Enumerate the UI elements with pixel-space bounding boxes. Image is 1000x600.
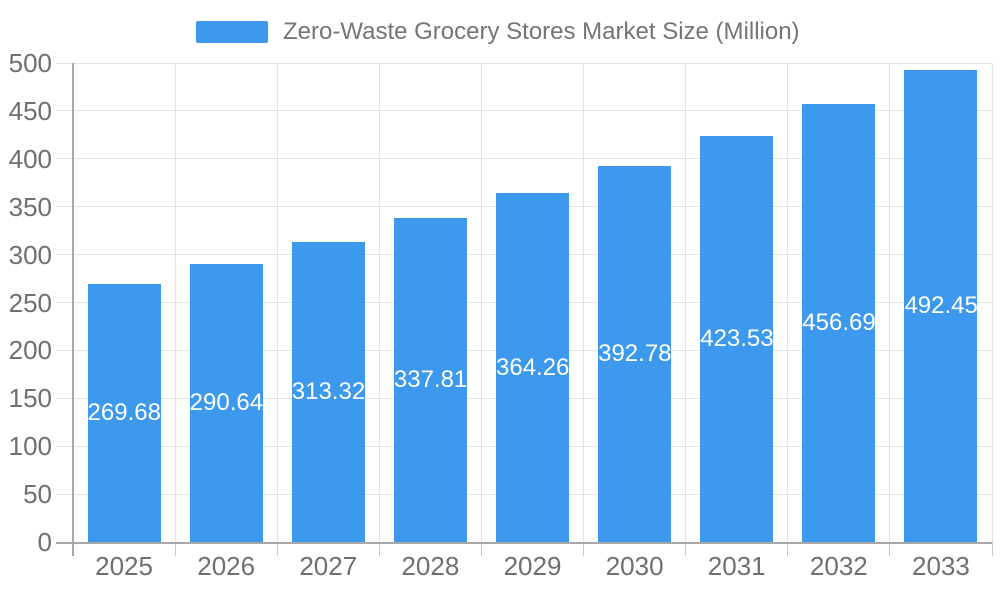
grid-line-horizontal bbox=[56, 110, 992, 112]
bar-value-label: 313.32 bbox=[291, 377, 366, 405]
bar[interactable]: 337.81 bbox=[393, 218, 468, 542]
legend-series-label[interactable]: Zero-Waste Grocery Stores Market Size (M… bbox=[283, 18, 800, 45]
bar-value-label: 290.64 bbox=[189, 388, 264, 416]
y-axis-tick-label: 350 bbox=[8, 191, 52, 222]
grid-line-vertical bbox=[685, 63, 687, 542]
bar[interactable]: 392.78 bbox=[598, 165, 672, 542]
x-axis-tick bbox=[174, 542, 176, 556]
y-axis-tick-label: 0 bbox=[37, 527, 52, 557]
bar[interactable]: 456.69 bbox=[802, 104, 876, 542]
x-axis-tick bbox=[583, 542, 585, 556]
bar-value-label: 269.68 bbox=[87, 398, 161, 426]
bar[interactable]: 492.45 bbox=[904, 70, 978, 542]
y-axis-tick-label: 300 bbox=[8, 239, 52, 270]
x-axis-tick-label: 2025 bbox=[95, 551, 153, 581]
y-axis-tick-label: 500 bbox=[8, 48, 52, 78]
legend-item[interactable]: Zero-Waste Grocery Stores Market Size (M… bbox=[196, 18, 800, 45]
bar-value-label: 456.69 bbox=[802, 309, 876, 337]
legend-swatch[interactable] bbox=[196, 21, 268, 43]
y-axis-tick-label: 50 bbox=[23, 479, 52, 510]
x-axis-tick bbox=[685, 542, 687, 556]
grid-line-vertical bbox=[378, 63, 380, 542]
x-axis-tick-label: 2031 bbox=[707, 551, 766, 581]
y-axis-tick-label: 400 bbox=[8, 143, 52, 174]
x-axis-tick bbox=[991, 542, 993, 556]
bar-value-label: 392.78 bbox=[598, 339, 672, 367]
x-axis-line bbox=[56, 542, 992, 544]
bar-value-label: 423.53 bbox=[700, 325, 774, 353]
bar[interactable]: 290.64 bbox=[189, 263, 264, 542]
grid-line-horizontal bbox=[56, 158, 992, 160]
y-axis-tick-label: 250 bbox=[8, 287, 52, 318]
bar[interactable]: 423.53 bbox=[700, 136, 774, 542]
grid-line-vertical bbox=[991, 63, 993, 542]
grid-line-vertical bbox=[787, 63, 789, 542]
x-axis-tick-label: 2026 bbox=[197, 551, 256, 581]
y-axis-tick-label: 100 bbox=[8, 431, 52, 462]
x-axis-tick-label: 2033 bbox=[912, 551, 970, 581]
x-axis-tick bbox=[787, 542, 789, 556]
bar-value-label: 364.26 bbox=[496, 353, 570, 381]
x-axis-tick-label: 2027 bbox=[299, 551, 358, 581]
y-axis-tick-label: 450 bbox=[8, 95, 52, 126]
x-axis-tick bbox=[276, 542, 278, 556]
x-axis-tick-label: 2028 bbox=[401, 551, 460, 581]
bar[interactable]: 269.68 bbox=[87, 283, 161, 542]
grid-line-horizontal bbox=[56, 62, 992, 64]
y-axis-tick-label: 150 bbox=[8, 383, 52, 414]
x-axis-tick-label: 2029 bbox=[503, 551, 562, 581]
x-axis-tick-label: 2030 bbox=[605, 551, 664, 581]
x-axis-tick bbox=[378, 542, 380, 556]
bar-value-label: 337.81 bbox=[393, 366, 468, 394]
x-axis-tick-label: 2032 bbox=[809, 551, 868, 581]
bar[interactable]: 364.26 bbox=[496, 193, 569, 542]
grid-line-vertical bbox=[583, 63, 585, 542]
bar[interactable]: 313.32 bbox=[291, 241, 366, 542]
x-axis-tick bbox=[480, 542, 482, 556]
grid-line-vertical bbox=[276, 63, 278, 542]
grid-line-vertical bbox=[889, 63, 891, 542]
bar-value-label: 492.45 bbox=[904, 292, 978, 320]
y-axis-tick-label: 200 bbox=[8, 335, 52, 366]
x-axis-tick bbox=[889, 542, 891, 556]
y-axis-line bbox=[72, 63, 74, 556]
grid-line-vertical bbox=[174, 63, 176, 542]
grid-line-vertical bbox=[480, 63, 482, 542]
